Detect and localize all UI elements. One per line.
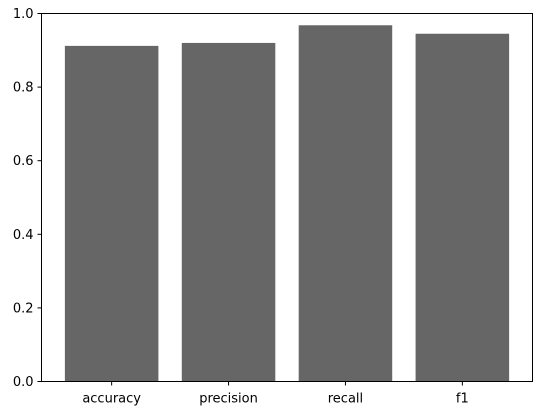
y-tick-label-0: 0.0 [13,375,34,390]
x-tick-label-accuracy: accuracy [82,392,141,407]
y-tick-label-5: 1.0 [13,7,34,22]
y-tick-label-2: 0.4 [13,228,34,243]
x-axis: accuracy precision recall f1 [82,381,469,407]
y-tick-label-3: 0.6 [13,154,34,169]
plot-frame [41,13,533,382]
y-tick-label-4: 0.8 [13,81,34,96]
bars-group [64,25,510,382]
x-tick-label-precision: precision [199,392,258,407]
y-tick-label-1: 0.2 [13,301,34,316]
x-tick-label-recall: recall [328,392,363,407]
y-axis: 0.0 0.2 0.4 0.6 0.8 1.0 [13,7,42,390]
bar-f1 [415,33,510,382]
bar-recall [298,25,393,382]
x-tick-label-f1: f1 [456,392,469,407]
bar-accuracy [64,45,159,382]
bar-precision [181,42,276,382]
